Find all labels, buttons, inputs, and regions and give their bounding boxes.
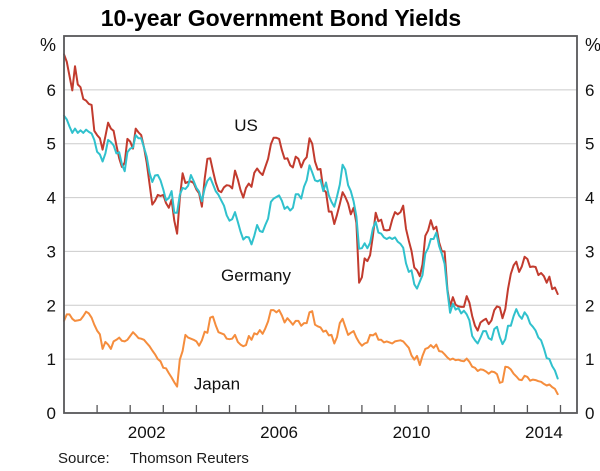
unit-right: % xyxy=(585,35,600,55)
y-gridlines xyxy=(64,89,577,360)
y-label-left-4: 4 xyxy=(47,189,56,208)
source-note: Source: Thomson Reuters xyxy=(58,450,249,467)
y-label-left-6: 6 xyxy=(47,81,56,100)
y-label-left-1: 1 xyxy=(47,350,56,369)
y-label-left-3: 3 xyxy=(47,242,56,261)
x-label-2010: 2010 xyxy=(393,423,431,442)
series-label-japan: Japan xyxy=(194,374,240,393)
y-label-left-0: 0 xyxy=(47,404,56,423)
chart-title: 10-year Government Bond Yields xyxy=(100,5,462,31)
y-label-right-6: 6 xyxy=(585,81,594,100)
x-label-2002: 2002 xyxy=(128,423,166,442)
y-label-right-3: 3 xyxy=(585,242,594,261)
y-axis-labels: 0 0 1 1 2 2 3 3 4 4 5 5 6 6 xyxy=(47,81,595,423)
plot-border xyxy=(63,35,578,414)
y-label-left-5: 5 xyxy=(47,135,56,154)
unit-left: % xyxy=(40,35,56,55)
japan-line xyxy=(63,309,559,396)
x-axis-labels: 2002 2006 2010 2014 xyxy=(128,423,563,442)
y-label-right-0: 0 xyxy=(585,404,594,423)
y-label-right-5: 5 xyxy=(585,135,594,154)
us-line xyxy=(63,53,559,332)
y-label-left-2: 2 xyxy=(47,296,56,315)
unit-labels: %% xyxy=(40,35,600,55)
y-label-right-2: 2 xyxy=(585,296,594,315)
y-label-right-4: 4 xyxy=(585,189,594,208)
source-label: Source: xyxy=(58,450,110,467)
source-value: Thomson Reuters xyxy=(129,450,249,467)
x-label-2006: 2006 xyxy=(260,423,298,442)
y-label-right-1: 1 xyxy=(585,350,594,369)
x-label-2014: 2014 xyxy=(525,423,563,442)
x-ticks xyxy=(96,405,562,413)
series-label-germany: Germany xyxy=(221,266,291,285)
germany-line xyxy=(63,114,559,380)
series-label-us: US xyxy=(234,116,258,135)
